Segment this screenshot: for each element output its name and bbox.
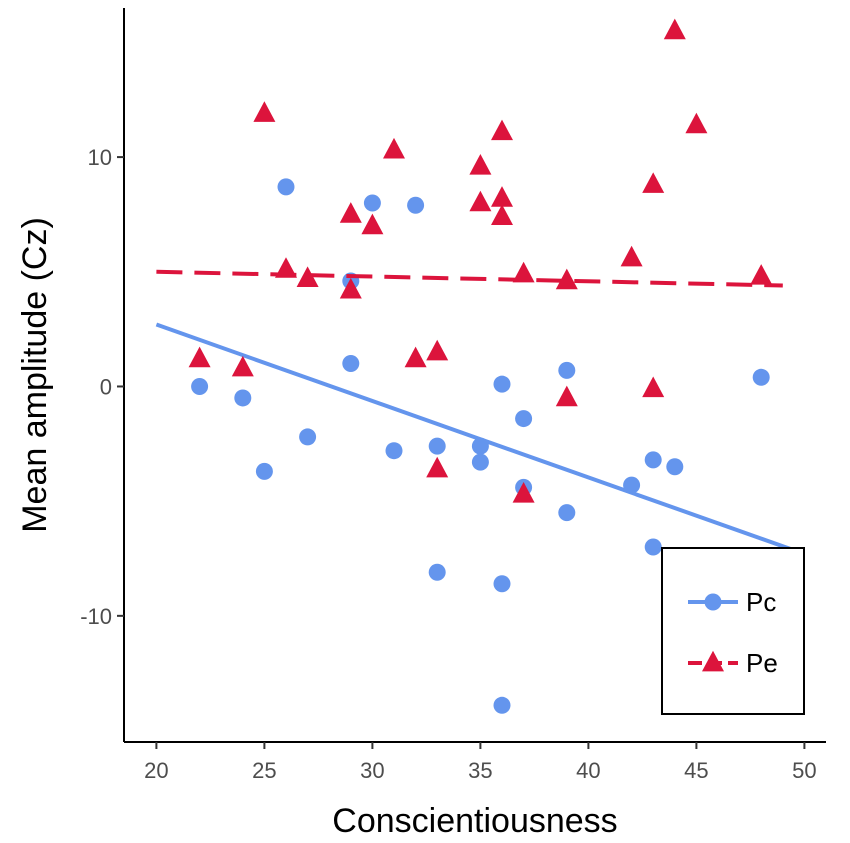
data-point-pe <box>426 339 449 361</box>
data-point-pe <box>491 204 513 226</box>
data-point-pe <box>642 376 665 398</box>
data-point-pc <box>234 389 252 407</box>
legend-marker <box>704 593 722 611</box>
plot-area <box>155 18 806 714</box>
data-point-pc <box>428 563 446 581</box>
x-tick-label: 45 <box>684 758 708 783</box>
trend-line-pe <box>156 269 783 288</box>
data-point-pc <box>493 375 511 393</box>
x-tick-label: 35 <box>468 758 492 783</box>
legend-label: Pc <box>746 587 776 617</box>
data-point-pc <box>644 451 662 469</box>
y-tick-label: -10 <box>80 604 112 629</box>
data-point-pc <box>666 458 684 476</box>
data-point-pe <box>555 268 578 290</box>
y-axis-ticks: -10 0 10 <box>80 145 124 629</box>
legend-item-pe: Pe <box>688 648 778 678</box>
data-point-pe <box>253 101 276 122</box>
data-point-pe <box>469 190 492 212</box>
data-point-pe <box>512 481 535 503</box>
legend: Pc Pe <box>661 547 805 715</box>
data-point-pc <box>277 178 295 196</box>
data-point-pc <box>407 196 425 214</box>
data-point-pe <box>275 257 297 278</box>
data-point-pe <box>663 18 686 40</box>
data-point-pe <box>491 119 513 141</box>
data-point-pe <box>642 172 665 193</box>
data-point-pc <box>471 453 489 471</box>
data-point-pe <box>404 346 427 368</box>
data-point-pe <box>361 213 384 235</box>
x-tick-label: 30 <box>360 758 384 783</box>
data-point-pe <box>339 202 362 223</box>
data-point-pc <box>515 410 533 428</box>
data-point-pe <box>469 153 492 175</box>
series-pc <box>155 178 806 714</box>
legend-label: Pe <box>746 648 778 678</box>
y-axis-title: Mean amplitude (Cz) <box>16 217 54 533</box>
x-axis-title: Conscientiousness <box>332 802 617 840</box>
data-point-pc <box>644 538 662 556</box>
data-point-pc <box>428 437 446 455</box>
data-point-pc <box>363 194 381 212</box>
data-point-pe <box>231 355 254 377</box>
data-point-pe <box>512 261 535 283</box>
data-point-pc <box>255 462 273 480</box>
data-point-pc <box>558 361 576 379</box>
y-tick-label: 0 <box>100 374 112 399</box>
x-tick-label: 25 <box>252 758 276 783</box>
data-point-pe <box>685 112 708 134</box>
data-point-pe <box>750 264 773 285</box>
data-point-pe <box>296 266 319 287</box>
data-point-pe <box>188 346 211 368</box>
data-point-pc <box>342 355 360 373</box>
legend-marker <box>702 650 724 672</box>
x-axis-ticks: 20 25 30 35 40 45 50 <box>144 742 817 783</box>
data-point-pe <box>383 137 405 159</box>
data-point-pc <box>471 437 489 455</box>
data-point-pc <box>493 696 511 714</box>
data-point-pc <box>493 575 511 593</box>
x-tick-label: 20 <box>144 758 168 783</box>
series-pe <box>156 18 783 503</box>
data-point-pc <box>191 377 209 395</box>
data-point-pc <box>299 428 317 446</box>
data-point-pe <box>491 186 513 207</box>
x-tick-label: 40 <box>576 758 600 783</box>
data-point-pe <box>339 277 362 299</box>
data-point-pe <box>426 456 449 478</box>
data-point-pc <box>558 504 576 522</box>
legend-box <box>661 547 805 715</box>
y-tick-label: 10 <box>88 145 112 170</box>
data-point-pc <box>623 476 641 494</box>
data-point-pe <box>620 245 643 267</box>
data-point-pc <box>752 368 770 386</box>
data-point-pe <box>555 385 578 407</box>
legend-item-pc: Pc <box>688 587 776 617</box>
data-point-pc <box>385 442 403 460</box>
x-tick-label: 50 <box>792 758 816 783</box>
